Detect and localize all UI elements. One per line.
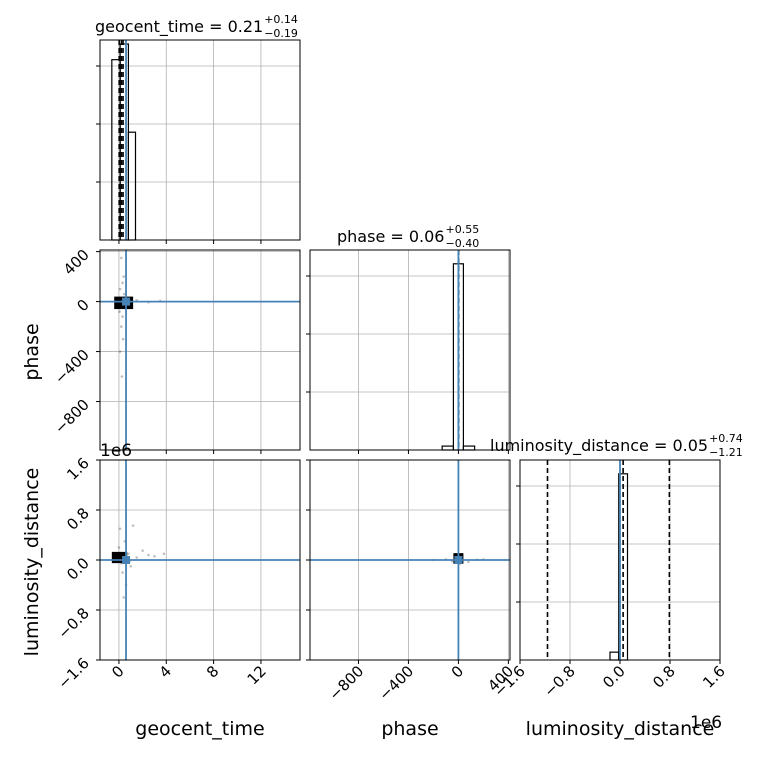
title-geocent-time-upper: +0.14 <box>264 13 298 26</box>
x-axis-label-geocent-time: geocent_time <box>135 718 264 740</box>
title-phase-prefix: phase = 0.06 <box>337 227 444 246</box>
panel-frame <box>99 249 301 451</box>
y-tick-label-phase-2: 0 <box>73 296 92 315</box>
panel-frame <box>309 459 511 661</box>
sample-point-18 <box>118 310 121 313</box>
sample-point-7 <box>118 350 122 353</box>
title-luminosity-distance-prefix: luminosity_distance = 0.05 <box>490 436 708 456</box>
hist-bar-2 <box>462 445 476 451</box>
panel-luminosity_distance-vs-phase <box>306 459 511 664</box>
sample-point-12 <box>135 556 138 559</box>
title-luminosity-distance-upper: +0.74 <box>709 432 743 445</box>
x-tick-label-geocent_time-0: 0 <box>108 662 127 681</box>
sample-point-7 <box>147 553 150 557</box>
title-luminosity-distance-lower: −1.21 <box>709 446 743 459</box>
sample-point-9 <box>129 564 133 568</box>
x-tick-label-luminosity_distance-2: 0.0 <box>599 662 629 692</box>
title-phase-upper: +0.55 <box>445 223 479 236</box>
title-phase: phase = 0.06+0.55 −0.40 <box>337 223 479 250</box>
y-offset-text: 1e6 <box>100 441 132 461</box>
hist-bar-0 <box>609 651 620 661</box>
sample-point-0 <box>120 256 123 260</box>
y-axis-label-luminosity-distance: luminosity_distance <box>21 468 43 657</box>
title-phase-lower: −0.40 <box>445 237 479 250</box>
hist-phase <box>306 249 511 454</box>
y-tick-label-phase-0: −800 <box>51 396 93 438</box>
density-core <box>111 551 128 564</box>
sample-point-14 <box>117 546 121 549</box>
x-tick-label-geocent_time-1: 4 <box>156 662 175 681</box>
panel-frame <box>309 249 511 451</box>
sample-point-4 <box>121 315 124 318</box>
title-geocent-time-prefix: geocent_time = 0.21 <box>95 17 263 37</box>
sample-point-19 <box>121 281 124 285</box>
sample-point-1 <box>122 275 125 278</box>
sample-point-3 <box>121 571 124 574</box>
x-offset-text: 1e6 <box>690 713 722 733</box>
y-tick-label-phase-3: 400 <box>60 246 93 279</box>
sample-point-8 <box>120 375 124 378</box>
x-axis-label-luminosity-distance: luminosity_distance <box>526 718 715 740</box>
sample-point-13 <box>162 552 166 556</box>
sample-point-2 <box>118 287 122 291</box>
sample-point-1 <box>131 524 135 527</box>
x-tick-label-phase-2: 0 <box>448 662 467 681</box>
y-axis-label-phase: phase <box>21 323 43 380</box>
x-tick-label-luminosity_distance-1: −0.8 <box>540 662 578 700</box>
y-tick-label-luminosity_distance-3: 0.8 <box>63 504 93 534</box>
x-axis-label-phase: phase <box>381 718 438 740</box>
x-tick-label-phase-1: −400 <box>375 662 417 704</box>
sample-point-3 <box>467 560 470 564</box>
panel-frame <box>99 39 301 241</box>
sample-point-8 <box>153 554 156 558</box>
y-tick-label-luminosity_distance-4: 1.6 <box>63 454 93 484</box>
panel-luminosity_distance-vs-geocent_time <box>96 459 301 664</box>
sample-point-6 <box>121 337 125 341</box>
sample-point-10 <box>127 552 130 556</box>
truth-marker <box>122 556 131 564</box>
sample-point-6 <box>141 549 144 552</box>
x-tick-label-geocent_time-2: 8 <box>203 662 222 681</box>
panel-frame <box>519 459 721 661</box>
sample-point-5 <box>122 596 125 599</box>
sample-point-5 <box>120 325 123 328</box>
truth-marker <box>122 297 131 306</box>
panel-frame <box>99 459 301 661</box>
x-tick-label-luminosity_distance-3: 0.8 <box>649 662 679 692</box>
hist-geocent_time <box>96 39 301 244</box>
title-luminosity-distance: luminosity_distance = 0.05+0.74 −1.21 <box>490 432 743 459</box>
y-tick-label-luminosity_distance-2: 0.0 <box>63 554 93 584</box>
title-geocent-time-lower: −0.19 <box>264 27 298 40</box>
x-tick-label-luminosity_distance-0: −1.6 <box>490 662 528 700</box>
hist-bar-2 <box>127 131 137 241</box>
hist-bar-0 <box>441 445 455 451</box>
sample-point-0 <box>118 527 122 531</box>
x-tick-label-phase-0: −800 <box>325 662 367 704</box>
hist-luminosity_distance <box>516 459 721 664</box>
truth-marker <box>454 556 463 564</box>
y-tick-label-phase-1: −400 <box>51 346 93 388</box>
x-tick-label-geocent_time-3: 12 <box>244 662 270 688</box>
x-tick-label-luminosity_distance-4: 1.6 <box>699 662 729 692</box>
title-geocent-time: geocent_time = 0.21+0.14 −0.19 <box>95 13 298 40</box>
sample-point-11 <box>122 292 126 296</box>
y-tick-label-luminosity_distance-1: −0.8 <box>54 604 92 642</box>
panel-phase-vs-geocent_time <box>96 249 301 454</box>
y-tick-label-luminosity_distance-0: −1.6 <box>54 654 92 692</box>
